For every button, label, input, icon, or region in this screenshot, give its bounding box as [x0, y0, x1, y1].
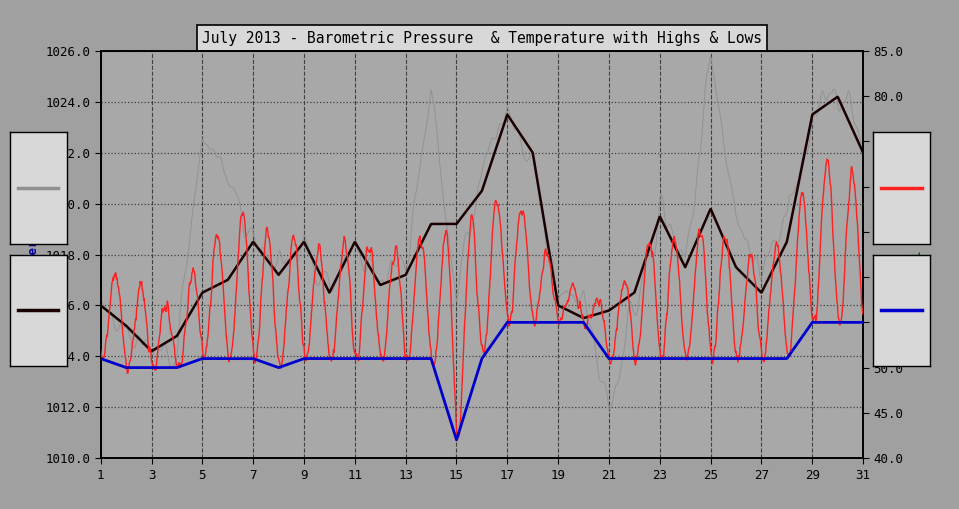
- Y-axis label: Barometer - mb: Barometer - mb: [27, 202, 39, 307]
- Title: July 2013 - Barometric Pressure  & Temperature with Highs & Lows: July 2013 - Barometric Pressure & Temper…: [202, 31, 761, 46]
- Y-axis label: Outside Temp - °F: Outside Temp - °F: [907, 191, 921, 318]
